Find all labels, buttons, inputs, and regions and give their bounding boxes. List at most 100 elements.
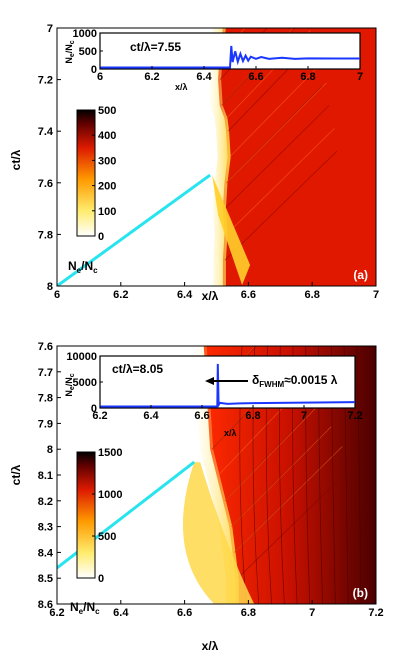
x-tick-label: 6.8	[305, 289, 320, 301]
inset-y-tick-label: 0	[91, 403, 97, 415]
plasma-region-b	[203, 346, 376, 604]
reflected-wedge-a	[212, 175, 251, 286]
inset-y-ticks-b: 0 5000 10000	[66, 351, 103, 415]
y-tick-label: 8.2	[38, 496, 53, 508]
x-ticks-b: 6.2 6.4 6.6 6.8 7 7.2	[49, 600, 384, 619]
inset-a: 6 6.2 6.4 6.6 6.8 7 0 500 1000 ct/λ=7.55 x/λ Ne…	[64, 28, 363, 92]
inset-x-tick-label: 6.2	[92, 410, 107, 422]
colorbar-tick-label: 300	[98, 155, 116, 167]
x-tick-label: 6.2	[113, 289, 128, 301]
inset-series-a	[100, 45, 360, 69]
colorbar-ticks-a: 500 400 300 200 100 0	[92, 105, 116, 243]
x-ticks-a: 6 6.2 6.4 6.6 6.8 7	[54, 282, 379, 301]
x-tick-label: 6.2	[49, 607, 64, 619]
inset-b: 6.2 6.4 6.6 6.8 7 7.2 0 5000 10000 ct/λ=8.05 δF…	[64, 351, 363, 438]
colorbar-tick-label: 0	[98, 231, 104, 243]
panel-label-a: (a)	[353, 268, 368, 282]
front-glow-b	[193, 346, 239, 604]
colorbar-ticks-b: 1500 1000 500 0	[92, 447, 122, 585]
inset-x-ticks-b: 6.2 6.4 6.6 6.8 7 7.2	[92, 405, 363, 422]
y-tick-label: 7.9	[38, 418, 53, 430]
colorbar-tick-label: 100	[98, 206, 116, 218]
incident-pulse-a	[57, 173, 212, 286]
x-tick-label: 6.4	[177, 289, 193, 301]
inset-x-tick-label: 6.4	[196, 71, 212, 83]
y-tick-label: 8.5	[38, 573, 53, 585]
inset-xlabel-b: x/λ	[224, 428, 237, 438]
x-tick-label: 6.6	[241, 289, 256, 301]
inset-x-tick-label: 6.6	[248, 71, 263, 83]
plasma-streak	[229, 62, 322, 158]
plasma-streak	[226, 82, 327, 184]
y-tick-label: 7	[47, 23, 53, 35]
plasma-streak	[224, 28, 226, 29]
plasma-streak	[230, 426, 332, 527]
panel-a: 6 6.2 6.4 6.6 6.8 7 7 7.2 7.4 7.6 7.8 8 x/λ ct/λ (…	[9, 23, 379, 303]
panel-label-b: (b)	[353, 586, 368, 600]
x-tick-label: 6.6	[177, 607, 192, 619]
plasma-streak	[224, 150, 338, 261]
heatmap-b	[57, 346, 376, 604]
inset-x-tick-label: 7	[357, 71, 363, 83]
heatmap-a	[57, 28, 376, 286]
y-tick-label: 8	[47, 444, 53, 456]
colorbar-tick-label: 500	[98, 105, 116, 117]
inset-x-tick-label: 6.2	[144, 71, 159, 83]
plasma-streak	[224, 105, 330, 209]
inset-y-ticks-a: 0 500 1000	[73, 28, 103, 76]
inset-y-tick-label: 0	[91, 64, 97, 76]
x-tick-label: 7	[373, 289, 379, 301]
colorbar-label-a: Ne/Nc	[68, 259, 98, 275]
x-tick-label: 7.2	[368, 607, 383, 619]
inset-y-tick-label: 5000	[73, 377, 97, 389]
panel-b: 6.2 6.4 6.6 6.8 7 7.2 7.6 7.7 7.8 7.9 8 8.1 8.2 8.3 8…	[9, 341, 384, 653]
y-tick-label: 7.8	[38, 393, 53, 405]
colorbar-tick-label: 0	[98, 573, 104, 585]
colorbar-tick-label: 1000	[98, 489, 122, 501]
colorbar-b: 1500 1000 500 0 Ne/Nc	[70, 447, 122, 616]
inset-x-tick-label: 7	[301, 410, 307, 422]
inset-ylabel-a: Ne/Nc	[64, 40, 76, 63]
y-axis-label-b: ct/λ	[9, 464, 23, 485]
x-tick-label: 6.4	[113, 607, 129, 619]
colorbar-tick-label: 1500	[98, 447, 122, 459]
annotation-arrowhead-b	[205, 377, 214, 385]
y-tick-label: 7.8	[38, 229, 53, 241]
colorbar-tick-label: 500	[98, 531, 116, 543]
inset-series-b	[100, 363, 356, 409]
colorbar-label-b: Ne/Nc	[70, 600, 100, 616]
colorbar-tick-label: 200	[98, 181, 116, 193]
colorbar-tick-label: 400	[98, 130, 116, 142]
axes-box-a	[56, 27, 377, 287]
plasma-streak	[226, 128, 335, 235]
plasma-streak	[224, 28, 226, 29]
y-tick-label: 8	[47, 281, 53, 293]
y-tick-label: 7.6	[38, 341, 53, 353]
y-ticks-b: 7.6 7.7 7.8 7.9 8 8.1 8.2 8.3 8.4 8.5 8.6	[38, 341, 61, 611]
annotation-b: δFWHM≈0.0015 λ	[252, 373, 338, 389]
y-tick-label: 8.3	[38, 522, 53, 534]
y-tick-label: 7.6	[38, 178, 53, 190]
x-tick-label: 6	[54, 289, 60, 301]
inset-y-tick-label: 500	[79, 46, 97, 58]
inset-y-tick-label: 10000	[66, 351, 97, 363]
x-tick-label: 6.8	[241, 607, 256, 619]
y-tick-label: 8.1	[38, 470, 53, 482]
inset-xlabel-a: x/λ	[175, 82, 188, 92]
y-tick-label: 8.4	[38, 547, 54, 559]
inset-x-ticks-a: 6 6.2 6.4 6.6 6.8 7	[97, 66, 363, 83]
plasma-streak	[234, 446, 343, 553]
y-tick-label: 7.4	[38, 126, 54, 138]
y-ticks-a: 7 7.2 7.4 7.6 7.8 8	[38, 23, 61, 293]
y-tick-label: 7.2	[38, 75, 53, 87]
colorbar-a: 500 400 300 200 100 0 Ne/Nc	[68, 105, 116, 275]
x-tick-label: 7	[309, 607, 315, 619]
inset-x-tick-label: 6.8	[245, 410, 260, 422]
inset-x-tick-label: 6	[97, 71, 103, 83]
plasma-filament	[356, 346, 362, 604]
inset-x-tick-label: 6.6	[194, 410, 209, 422]
inset-x-tick-label: 7.2	[347, 410, 362, 422]
inset-label-b: ct/λ=8.05	[112, 362, 163, 376]
y-tick-label: 8.6	[38, 599, 53, 611]
